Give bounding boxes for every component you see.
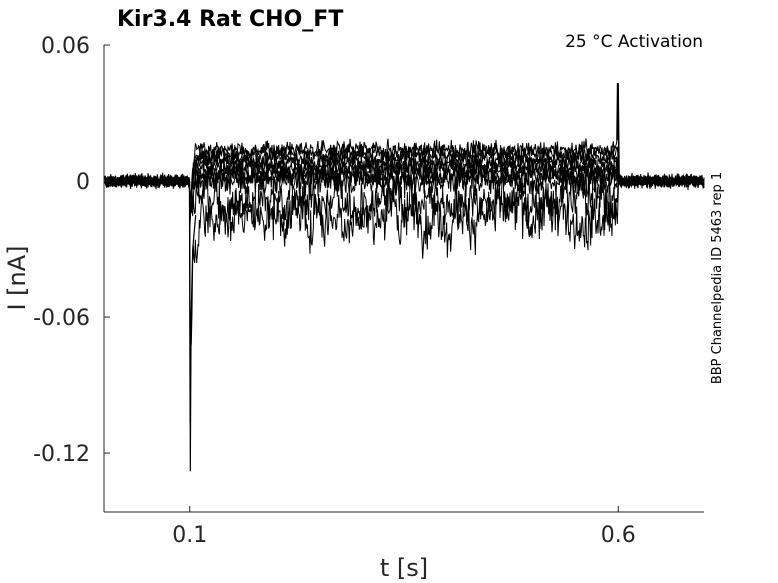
current-trace xyxy=(103,162,705,214)
x-axis-label: t [s] xyxy=(380,554,428,582)
chart-title: Kir3.4 Rat CHO_FT xyxy=(117,7,343,32)
temperature-protocol-annotation: 25 °C Activation xyxy=(565,32,703,52)
onset-transient xyxy=(189,181,197,472)
current-trace xyxy=(103,173,705,423)
current-trace xyxy=(103,166,705,234)
y-tick-label: 0 xyxy=(76,170,90,195)
y-tick-label: -0.06 xyxy=(33,306,90,331)
x-tick-label: 0.6 xyxy=(601,523,636,548)
trace-group xyxy=(103,83,705,472)
y-axis-label: I [nA] xyxy=(3,245,31,310)
y-tick-label: 0.06 xyxy=(41,34,90,59)
x-tick-label: 0.1 xyxy=(172,523,207,548)
axes xyxy=(103,45,704,513)
ticks: 0.1 0.6 0.06 0 -0.06 -0.12 xyxy=(33,34,636,548)
current-trace xyxy=(103,83,705,218)
y-tick-label: -0.12 xyxy=(33,442,90,467)
channelpedia-id-label: BBP Channelpedia ID 5463 rep 1 xyxy=(710,172,725,384)
offset-spike xyxy=(616,83,620,182)
